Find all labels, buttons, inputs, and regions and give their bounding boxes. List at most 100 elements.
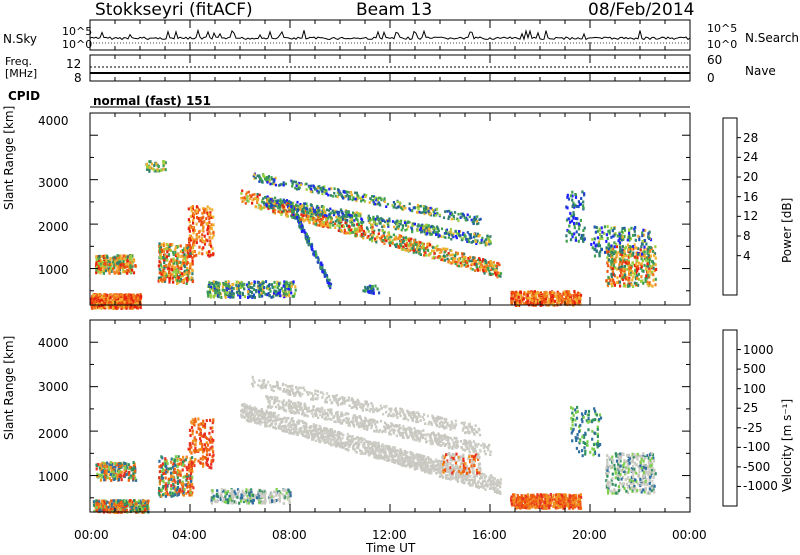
power-cell — [464, 256, 466, 259]
power-cell — [120, 305, 122, 308]
power-cell — [569, 221, 571, 224]
power-cell — [410, 238, 412, 241]
power-cell — [262, 206, 264, 209]
power-cell — [479, 259, 481, 262]
power-cell — [439, 234, 441, 237]
power-cell — [631, 248, 633, 251]
power-cell — [568, 290, 570, 293]
velocity-cell — [176, 459, 178, 462]
power-cell — [482, 258, 484, 261]
velocity-cell — [133, 499, 135, 502]
power-cell — [321, 193, 323, 196]
power-cell — [351, 224, 353, 227]
power-cell — [489, 240, 491, 243]
power-cell — [415, 243, 417, 246]
power-cell — [628, 284, 630, 287]
power-cell — [196, 205, 198, 208]
power-cell — [202, 229, 204, 232]
power-cell — [467, 265, 469, 268]
power-cell — [186, 271, 188, 274]
power-cell — [286, 215, 288, 218]
power-cell — [195, 254, 197, 257]
power-cell — [253, 280, 255, 283]
power-cell — [193, 240, 195, 243]
power-cell — [213, 296, 215, 299]
power-cell — [429, 213, 431, 216]
power-cell — [382, 235, 384, 238]
power-cell — [460, 262, 462, 265]
power-cell — [375, 241, 377, 244]
power-cell — [321, 271, 323, 274]
power-cell — [645, 275, 647, 278]
power-cell — [163, 261, 165, 264]
power-cell — [133, 294, 135, 297]
power-cell — [256, 195, 258, 198]
power-cell — [374, 197, 376, 200]
power-cell — [238, 289, 240, 292]
power-cell — [443, 216, 445, 219]
power-cell — [356, 228, 358, 231]
power-cell — [159, 268, 161, 271]
power-cell — [607, 264, 609, 267]
power-cell — [636, 274, 638, 277]
power-cell — [485, 238, 487, 241]
power-cell — [219, 292, 221, 295]
power-cell — [209, 207, 211, 210]
power-cell — [209, 291, 211, 294]
power-cell — [421, 242, 423, 245]
power-cell — [171, 268, 173, 271]
power-cell — [444, 259, 446, 262]
power-cell — [93, 297, 95, 300]
velocity-cell — [108, 509, 110, 512]
power-cell — [259, 293, 261, 296]
power-cell — [596, 226, 598, 229]
power-cell — [181, 264, 183, 267]
power-cell — [405, 236, 407, 239]
power-cell — [206, 223, 208, 226]
power-cell — [207, 295, 209, 298]
power-cell — [390, 236, 392, 239]
power-cell — [495, 269, 497, 272]
power-cell — [268, 284, 270, 287]
power-cell — [365, 289, 367, 292]
power-cell — [612, 229, 614, 232]
power-cell — [451, 254, 453, 257]
power-cell — [317, 192, 319, 195]
power-cell — [291, 216, 293, 219]
power-cell — [429, 233, 431, 236]
power-cell — [211, 223, 213, 226]
power-cell — [449, 231, 451, 234]
power-cell — [593, 241, 595, 244]
power-cell — [239, 296, 241, 299]
power-cell — [425, 230, 427, 233]
power-cell — [645, 243, 647, 246]
power-cell — [92, 295, 94, 298]
power-cell — [362, 199, 364, 202]
power-cell — [301, 210, 303, 213]
power-cell — [200, 223, 202, 226]
power-cell — [412, 244, 414, 247]
power-cell — [495, 274, 497, 277]
power-cell — [272, 210, 274, 213]
power-cell — [159, 250, 161, 253]
power-cell — [291, 182, 293, 185]
power-cell — [271, 283, 273, 286]
power-cell — [368, 286, 370, 289]
power-cell — [321, 190, 323, 193]
power-cell — [400, 206, 402, 209]
power-cell — [581, 190, 583, 193]
power-cell — [160, 264, 162, 267]
power-cell — [389, 244, 391, 247]
power-cell — [411, 225, 413, 228]
power-cell — [607, 276, 609, 279]
power-cell — [570, 238, 572, 241]
power-cell — [170, 258, 172, 261]
power-cell — [104, 262, 106, 265]
power-cell — [388, 231, 390, 234]
power-cell — [282, 290, 284, 293]
power-cell — [651, 271, 653, 274]
power-cell — [357, 230, 359, 233]
power-cell — [475, 218, 477, 221]
power-cell — [347, 232, 349, 235]
power-cell — [261, 295, 263, 298]
